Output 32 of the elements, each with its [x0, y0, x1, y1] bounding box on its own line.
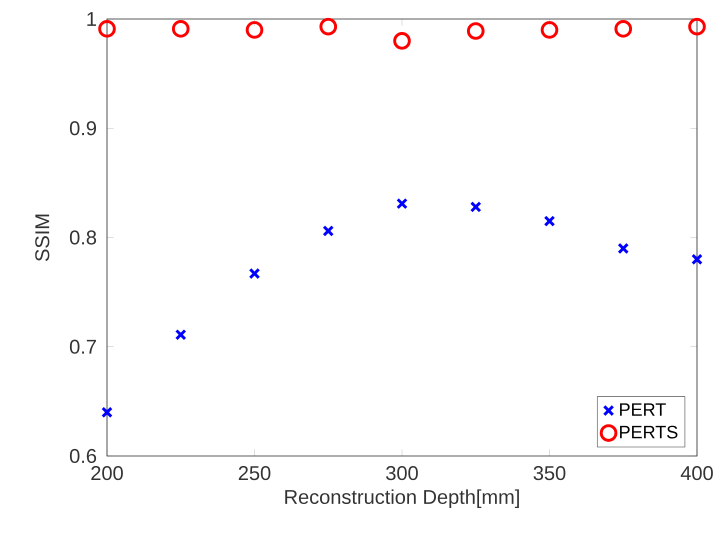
point [319, 18, 338, 36]
legend-label: PERTS [620, 426, 678, 438]
point [396, 198, 408, 210]
point [172, 20, 190, 38]
x-tick-label: 200 [91, 466, 123, 480]
y-tick-label: 0.8 [70, 230, 96, 245]
point [540, 21, 558, 39]
point [544, 215, 556, 227]
y-tick-label: 1 [87, 12, 96, 26]
point [618, 242, 629, 254]
point [466, 22, 485, 40]
y-tick-label: 0.7 [70, 340, 96, 354]
point [248, 268, 260, 280]
point [614, 20, 632, 38]
point [393, 32, 411, 50]
x-axis-title: Reconstruction Depth[mm] [285, 489, 519, 508]
x-tick-label: 250 [238, 466, 270, 480]
point [688, 18, 706, 36]
point [691, 254, 703, 266]
y-axis-title: SSIM [35, 214, 50, 262]
x-tick-label: 400 [680, 466, 713, 480]
point [470, 201, 482, 213]
point [322, 225, 334, 237]
point [101, 406, 113, 418]
x-tick-label: 350 [534, 466, 566, 480]
point [175, 329, 186, 340]
point [98, 20, 116, 38]
y-tick-label: 0.9 [70, 121, 96, 136]
point [246, 21, 264, 39]
y-tick-label: 0.6 [70, 448, 96, 464]
x-tick-label: 300 [386, 466, 418, 480]
legend-label: PERT [620, 403, 666, 416]
